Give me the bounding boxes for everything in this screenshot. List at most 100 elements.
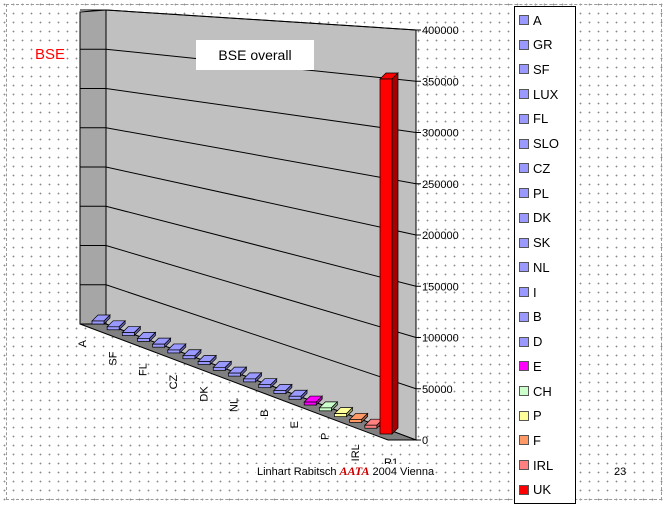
bar-front <box>303 401 317 406</box>
legend-item: DK <box>519 209 575 227</box>
bar-front <box>379 78 393 435</box>
aata-logo: AATA <box>339 464 370 478</box>
legend-item: GR <box>519 36 575 54</box>
legend-label: A <box>533 12 542 28</box>
bar-F <box>348 412 369 424</box>
bar-front <box>334 413 347 417</box>
legend-swatch <box>519 435 529 446</box>
bar-front <box>212 366 226 371</box>
bar-front <box>197 361 211 365</box>
y-tick-label: 250000 <box>422 179 459 191</box>
slide-label: BSE <box>34 46 67 63</box>
legend-swatch <box>519 138 529 149</box>
legend-label: SK <box>533 235 551 251</box>
bar-D <box>288 389 308 401</box>
gridline <box>105 88 417 133</box>
legend-label: DK <box>533 210 552 226</box>
x-tick-label: FL <box>138 363 150 376</box>
legend-label: IRL <box>533 457 554 473</box>
footer-author: Linhart Rabitsch <box>257 466 337 478</box>
legend-item: B <box>519 308 575 326</box>
legend-item: A <box>519 11 575 29</box>
bar-front <box>273 390 287 394</box>
bar-FL <box>151 337 172 349</box>
legend-item: CH <box>519 382 575 400</box>
y-tick-label: 150000 <box>422 281 459 293</box>
bar-front <box>258 384 272 389</box>
legend-label: PL <box>533 185 549 201</box>
x-tick-label: B <box>259 409 271 416</box>
bar-NL <box>242 372 263 383</box>
legend-label: FL <box>533 111 549 127</box>
bar-LUX <box>136 331 157 343</box>
legend-swatch <box>519 336 529 347</box>
bar-I <box>257 377 278 389</box>
x-tick-label: CZ <box>168 374 180 389</box>
legend-item: UK <box>519 481 575 499</box>
legend-item: D <box>519 333 575 351</box>
legend-item: SF <box>519 60 575 78</box>
bar-SLO <box>166 343 187 354</box>
bar-P <box>333 406 354 418</box>
legend-swatch <box>519 311 529 322</box>
bar-front <box>167 349 181 354</box>
legend-label: P <box>533 408 542 424</box>
legend-swatch <box>519 39 529 50</box>
bar-front <box>106 326 120 331</box>
legend-label: CZ <box>533 160 551 176</box>
y-tick-label: 350000 <box>422 76 459 88</box>
legend-swatch <box>519 89 529 100</box>
legend-swatch <box>519 287 529 298</box>
legend-item: I <box>519 283 575 301</box>
legend-item: IRL <box>519 456 575 474</box>
legend-swatch <box>519 212 529 223</box>
legend-label: D <box>533 334 543 350</box>
y-tick-label: 50000 <box>422 384 453 396</box>
gridline <box>105 9 417 31</box>
bar-CZ <box>182 348 202 360</box>
legend-item: SK <box>519 234 575 252</box>
bar-UK <box>379 72 399 435</box>
gridline <box>105 166 417 236</box>
bar-SF <box>121 325 142 337</box>
bar-E <box>303 395 324 406</box>
legend-swatch <box>519 361 529 372</box>
bar-front <box>91 320 105 325</box>
bar-B <box>273 383 293 395</box>
y-tick-label: 400000 <box>422 25 459 37</box>
gridline <box>105 127 417 185</box>
y-tick-label: 200000 <box>422 230 459 242</box>
legend-swatch <box>519 163 529 174</box>
legend-label: CH <box>533 383 552 399</box>
chart-title: BSE overall <box>196 40 314 70</box>
x-tick-label: SF <box>107 351 119 365</box>
bar-GR <box>106 319 127 331</box>
legend-item: P <box>519 407 575 425</box>
bar-front <box>152 343 165 348</box>
legend-swatch <box>519 113 529 124</box>
x-tick-label: NL <box>229 398 241 412</box>
gridline <box>105 245 417 338</box>
legend-swatch <box>519 188 529 199</box>
bar-front <box>121 332 135 336</box>
legend-swatch <box>519 484 529 495</box>
bar-front <box>288 395 302 400</box>
legend-label: E <box>533 358 542 374</box>
legend-swatch <box>519 15 529 25</box>
footer-event: 2004 Vienna <box>372 466 435 478</box>
legend-label: GR <box>533 37 553 53</box>
bar-PL <box>197 354 217 366</box>
x-tick-label: IRL <box>350 444 362 461</box>
legend-swatch <box>519 410 529 421</box>
legend-label: NL <box>533 259 550 275</box>
legend-item: PL <box>519 184 575 202</box>
x-tick-label: DK <box>198 386 210 402</box>
legend-label: SLO <box>533 136 560 152</box>
legend-item: LUX <box>519 85 575 103</box>
bar-front <box>243 378 256 383</box>
x-tick-label: P <box>320 433 332 440</box>
legend-swatch <box>519 64 529 75</box>
legend-label: LUX <box>533 86 559 102</box>
legend-item: NL <box>519 258 575 276</box>
